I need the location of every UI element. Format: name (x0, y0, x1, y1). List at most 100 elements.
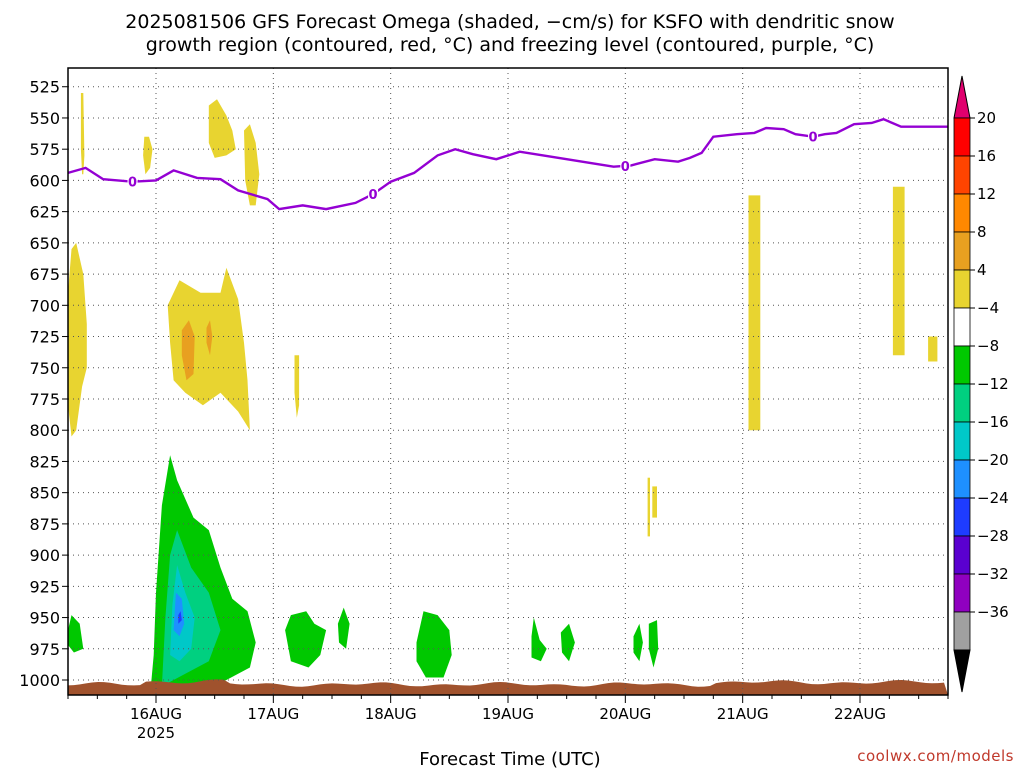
colorbar-swatch-4 (953, 269, 971, 309)
colorbar-swatch-10 (953, 497, 971, 537)
omega-region-7 (206, 320, 213, 356)
omega-region-21 (337, 607, 350, 649)
omega-region-3 (208, 99, 236, 158)
y-tick-label-700: 700 (29, 296, 60, 315)
freezing-level-contour: 0 0 0 0 (67, 117, 948, 211)
omega-region-24 (560, 623, 575, 662)
y-tick-label-675: 675 (29, 265, 60, 284)
chart-title-line-2: growth region (contoured, red, °C) and f… (146, 34, 875, 56)
colorbar-swatch-13 (953, 611, 971, 651)
y-tick-label-625: 625 (29, 203, 60, 222)
colorbar-tick-label-10: −24 (977, 489, 1009, 507)
omega-region-10 (892, 186, 905, 356)
y-axis: 525 550 575 600 625 650 675 700 725 750 775 800 825 8… (19, 78, 68, 690)
y-tick-label-650: 650 (29, 234, 60, 253)
y-tick-label-525: 525 (29, 78, 60, 97)
y-tick-label-800: 800 (29, 421, 60, 440)
colorbar-tick-label-7: −12 (977, 375, 1009, 393)
omega-region-22 (416, 611, 452, 678)
colorbar-tick-label-4: 4 (977, 261, 987, 279)
omega-region-0 (80, 93, 85, 175)
freezing-level-label-bg-0 (127, 174, 138, 189)
colorbar-swatch-3 (953, 231, 971, 271)
x-axis-label: Forecast Time (UTC) (419, 749, 600, 768)
x-tick-sublabel-16AUG: 2025 (137, 724, 175, 742)
omega-region-23 (531, 617, 547, 662)
colorbar-tick-label-1: 16 (977, 147, 996, 165)
omega-region-18 (178, 611, 182, 624)
colorbar-tick-label-8: −16 (977, 413, 1009, 431)
y-tick-label-775: 775 (29, 390, 60, 409)
y-tick-label-875: 875 (29, 515, 60, 534)
freezing-level-label-bg-2 (620, 158, 631, 173)
credit-text: coolwx.com/models (857, 747, 1014, 765)
colorbar-tick-label-2: 12 (977, 185, 996, 203)
colorbar-tick-label-3: 8 (977, 223, 987, 241)
colorbar-tick-label-12: −32 (977, 565, 1009, 583)
colorbar-tick-label-5: −4 (977, 299, 999, 317)
x-tick-label-19AUG: 19AUG (482, 705, 534, 723)
y-tick-label-575: 575 (29, 140, 60, 159)
omega-region-11 (928, 336, 938, 362)
colorbar-tick-label-13: −36 (977, 603, 1009, 621)
x-tick-label-20AUG: 20AUG (599, 705, 651, 723)
freezing-level-label-bg-1 (368, 187, 379, 202)
y-tick-label-975: 975 (29, 640, 60, 659)
omega-region-26 (648, 620, 659, 668)
omega-region-8 (294, 355, 300, 418)
omega-region-12 (647, 477, 650, 537)
x-tick-label-16AUG: 16AUG (130, 705, 182, 723)
x-tick-label-21AUG: 21AUG (717, 705, 769, 723)
colorbar-swatch-8 (953, 421, 971, 461)
chart-title-line-1: 2025081506 GFS Forecast Omega (shaded, −… (125, 11, 894, 33)
y-tick-label-925: 925 (29, 577, 60, 596)
grid-lines (68, 68, 948, 695)
surface-fill (68, 679, 948, 695)
x-tick-label-18AUG: 18AUG (365, 705, 417, 723)
colorbar-swatch-11 (953, 535, 971, 575)
colorbar-swatch-6 (953, 345, 971, 385)
freezing-level-label-1: 0 (369, 188, 378, 203)
colorbar-bottom-arrow (953, 649, 971, 693)
y-tick-label-950: 950 (29, 609, 60, 628)
freezing-level-label-bg-3 (808, 129, 819, 144)
colorbar-tick-label-9: −20 (977, 451, 1009, 469)
colorbar-swatch-0 (953, 117, 971, 157)
omega-region-19 (68, 615, 84, 653)
colorbar-tick-label-6: −8 (977, 337, 999, 355)
colorbar-tick-label-0: 20 (977, 109, 996, 127)
omega-region-13 (652, 486, 657, 518)
omega-region-20 (285, 611, 327, 668)
plot-area: 0 0 0 0 (67, 67, 949, 696)
colorbar-swatch-2 (953, 193, 971, 233)
freezing-level-label-2: 0 (621, 160, 630, 175)
freezing-level-label-3: 0 (809, 131, 818, 146)
omega-region-2 (143, 136, 153, 175)
colorbar-tick-label-11: −28 (977, 527, 1009, 545)
omega-region-9 (748, 195, 761, 431)
y-tick-label-600: 600 (29, 171, 60, 190)
omega-region-6 (181, 320, 195, 381)
colorbar-swatch-1 (953, 155, 971, 195)
y-tick-label-725: 725 (29, 328, 60, 347)
colorbar-swatch-7 (953, 383, 971, 423)
omega-region-4 (244, 124, 260, 206)
y-tick-label-825: 825 (29, 452, 60, 471)
x-tick-label-17AUG: 17AUG (247, 705, 299, 723)
colorbar-top-arrow (953, 75, 971, 119)
y-tick-label-550: 550 (29, 109, 60, 128)
surface-terrain (68, 679, 948, 695)
freezing-level-label-0: 0 (128, 176, 137, 191)
omega-region-1 (68, 242, 87, 437)
y-tick-label-1000: 1000 (19, 671, 60, 690)
omega-region-25 (633, 623, 643, 662)
freezing-level-line (67, 117, 948, 211)
y-tick-label-900: 900 (29, 546, 60, 565)
colorbar: 20 16 12 8 4 −4 −8 −12 −16 −20 −24 −28 −32 −36 (953, 75, 1009, 693)
colorbar-swatch-5 (953, 307, 971, 347)
x-tick-label-22AUG: 22AUG (834, 705, 886, 723)
y-tick-label-850: 850 (29, 484, 60, 503)
colorbar-swatch-9 (953, 459, 971, 499)
